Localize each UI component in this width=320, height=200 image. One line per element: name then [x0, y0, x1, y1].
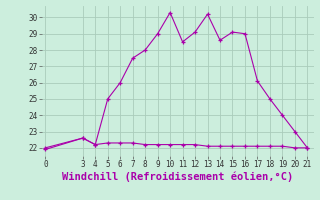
X-axis label: Windchill (Refroidissement éolien,°C): Windchill (Refroidissement éolien,°C): [62, 172, 293, 182]
